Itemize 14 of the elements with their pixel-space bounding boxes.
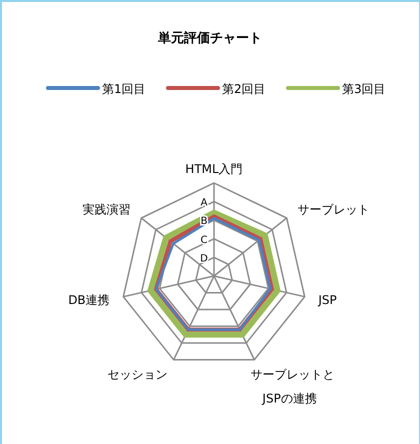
spoke-label: JSP [317,292,337,307]
spoke-label: HTML入門 [185,162,243,176]
spoke-label: サーブレット [298,202,370,216]
y-tick-label: A [200,198,208,209]
legend-label: 第3回目 [342,82,386,96]
spoke-label: サーブレットとJSPの連携 [250,367,334,406]
y-tick-label: C [200,234,208,246]
spoke-label: セッション [108,367,168,382]
legend-label: 第2回目 [222,82,266,96]
chart-title: 単元評価チャート [157,30,262,46]
spoke-label: 実践演習 [82,202,130,216]
spoke-label: DB連携 [68,292,110,307]
y-tick-label: D [200,253,208,264]
legend-label: 第1回目 [102,82,146,96]
